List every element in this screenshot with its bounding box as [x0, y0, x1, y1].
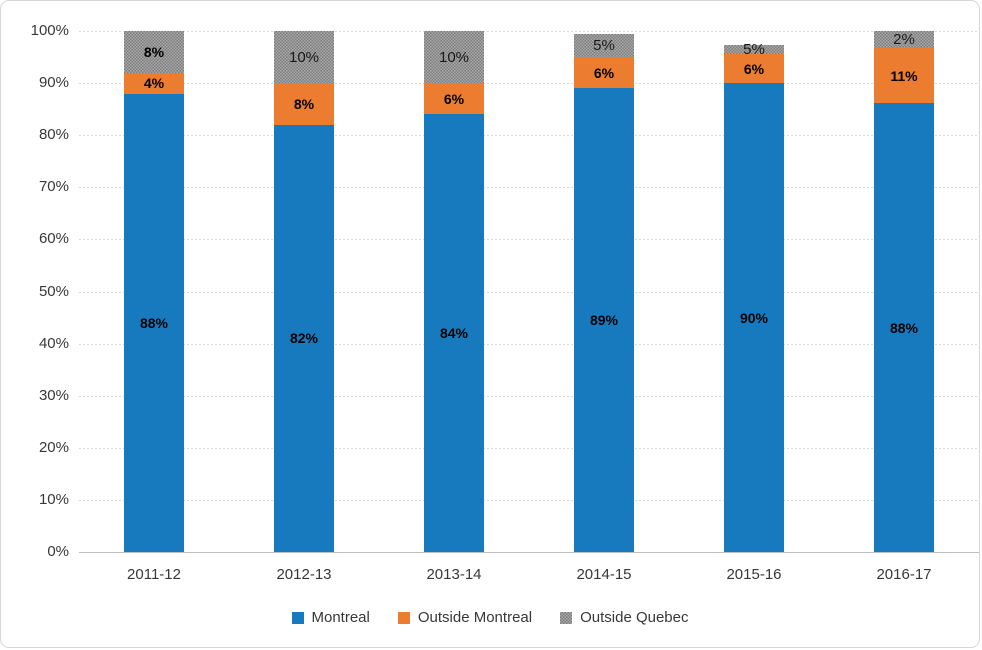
bar-column-2012-13: 82% 8% 10%: [229, 31, 379, 552]
segment-outside-quebec: 8%: [124, 31, 184, 73]
legend-label: Outside Quebec: [580, 609, 689, 626]
segment-montreal: 84%: [424, 114, 484, 552]
y-tick-label: 10%: [38, 490, 69, 508]
y-tick-label: 40%: [38, 334, 69, 352]
segment-montreal: 89%: [574, 88, 634, 552]
segment-outside-quebec: 5%: [724, 41, 784, 58]
stacked-bar-2014-15: 89% 6% 5%: [574, 31, 634, 552]
gridline-90: [79, 83, 979, 85]
bar-column-2011-12: 88% 4% 8%: [79, 31, 229, 552]
legend-item-montreal: Montreal: [291, 609, 370, 626]
stacked-bar-2016-17: 88% 11% 2%: [874, 31, 934, 552]
gridline-100: [79, 31, 979, 32]
y-tick-label: 50%: [38, 282, 69, 300]
bar-column-2016-17: 88% 11% 2%: [829, 31, 979, 552]
legend-swatch-icon: [291, 611, 304, 624]
bar-column-2015-16: 90% 6% 5%: [679, 31, 829, 552]
data-label: 88%: [889, 319, 919, 336]
gridline-60: [79, 239, 979, 241]
data-label: 4%: [143, 75, 165, 92]
stacked-bar-2013-14: 84% 6% 10%: [424, 31, 484, 552]
gridline-40: [79, 343, 979, 345]
y-tick-label: 90%: [38, 74, 69, 92]
legend-label: Montreal: [311, 609, 370, 626]
y-tick-label: 30%: [38, 386, 69, 404]
y-tick-label: 100%: [30, 22, 69, 39]
data-label: 11%: [890, 67, 918, 84]
x-tick-label: 2016-17: [876, 566, 932, 583]
segment-outside-montreal: 6%: [724, 53, 784, 84]
data-label: 5%: [743, 41, 765, 59]
segment-outside-montreal: 11%: [874, 48, 934, 104]
gridline-10: [79, 499, 979, 501]
data-label: 90%: [739, 309, 769, 326]
segment-outside-montreal: 8%: [274, 83, 334, 125]
segment-outside-montreal: 6%: [424, 83, 484, 115]
segment-outside-quebec: 5%: [574, 34, 634, 58]
x-tick-label: 2015-16: [726, 566, 782, 583]
bar-column-2014-15: 89% 6% 5%: [529, 31, 679, 552]
data-label: 6%: [743, 60, 765, 77]
data-label: 10%: [288, 48, 320, 66]
gridline-20: [79, 447, 979, 449]
segment-outside-quebec: 2%: [874, 31, 934, 48]
y-tick-label: 80%: [38, 126, 69, 144]
segment-montreal: 88%: [874, 103, 934, 552]
gridline-70: [79, 187, 979, 189]
gridline-50: [79, 291, 979, 293]
stacked-bar-2015-16: 90% 6% 5%: [724, 31, 784, 552]
y-tick-label: 20%: [38, 438, 69, 456]
legend-swatch-icon: [560, 611, 573, 624]
segment-outside-quebec: 10%: [274, 31, 334, 84]
y-tick-label: 60%: [38, 230, 69, 248]
data-label: 6%: [593, 64, 615, 81]
stacked-bar-2012-13: 82% 8% 10%: [274, 31, 334, 552]
data-label: 2%: [893, 31, 915, 48]
data-label: 82%: [289, 330, 319, 347]
y-tick-label: 70%: [38, 178, 69, 196]
data-label: 8%: [143, 43, 165, 60]
data-label: 8%: [293, 95, 315, 112]
legend-item-outside-montreal: Outside Montreal: [397, 609, 533, 626]
x-axis: 2011-12 2012-13 2013-14 2014-15 2015-16 2016-…: [79, 566, 979, 588]
data-label: 6%: [443, 90, 465, 107]
segment-montreal: 90%: [724, 83, 784, 552]
data-label: 10%: [438, 48, 470, 66]
x-tick-label: 2012-13: [276, 566, 332, 583]
x-axis-line: [79, 552, 979, 553]
data-label: 89%: [589, 312, 619, 329]
legend-item-outside-quebec: Outside Quebec: [560, 609, 689, 626]
data-label: 84%: [439, 325, 469, 342]
data-label: 5%: [593, 37, 615, 55]
segment-outside-quebec: 10%: [424, 31, 484, 84]
segment-montreal: 88%: [124, 93, 184, 552]
y-tick-label: 0%: [47, 543, 69, 560]
gridline-80: [79, 135, 979, 137]
x-tick-label: 2013-14: [426, 566, 482, 583]
data-label: 88%: [139, 314, 169, 331]
legend: Montreal Outside Montreal Outside Quebec: [1, 609, 979, 626]
segment-outside-montreal: 6%: [574, 57, 634, 89]
legend-label: Outside Montreal: [417, 609, 533, 626]
legend-swatch-icon: [397, 611, 410, 624]
bar-column-2013-14: 84% 6% 10%: [379, 31, 529, 552]
gridline-30: [79, 395, 979, 397]
segment-outside-montreal: 4%: [124, 72, 184, 94]
plot-area: 88% 4% 8% 82% 8% 10% 84% 6% 10% 89% 6% 5% 90% 6% 5% 88%…: [79, 31, 979, 553]
stacked-bar-2011-12: 88% 4% 8%: [124, 31, 184, 552]
segment-montreal: 82%: [274, 124, 334, 552]
x-tick-label: 2014-15: [576, 566, 632, 583]
x-tick-label: 2011-12: [127, 566, 181, 583]
